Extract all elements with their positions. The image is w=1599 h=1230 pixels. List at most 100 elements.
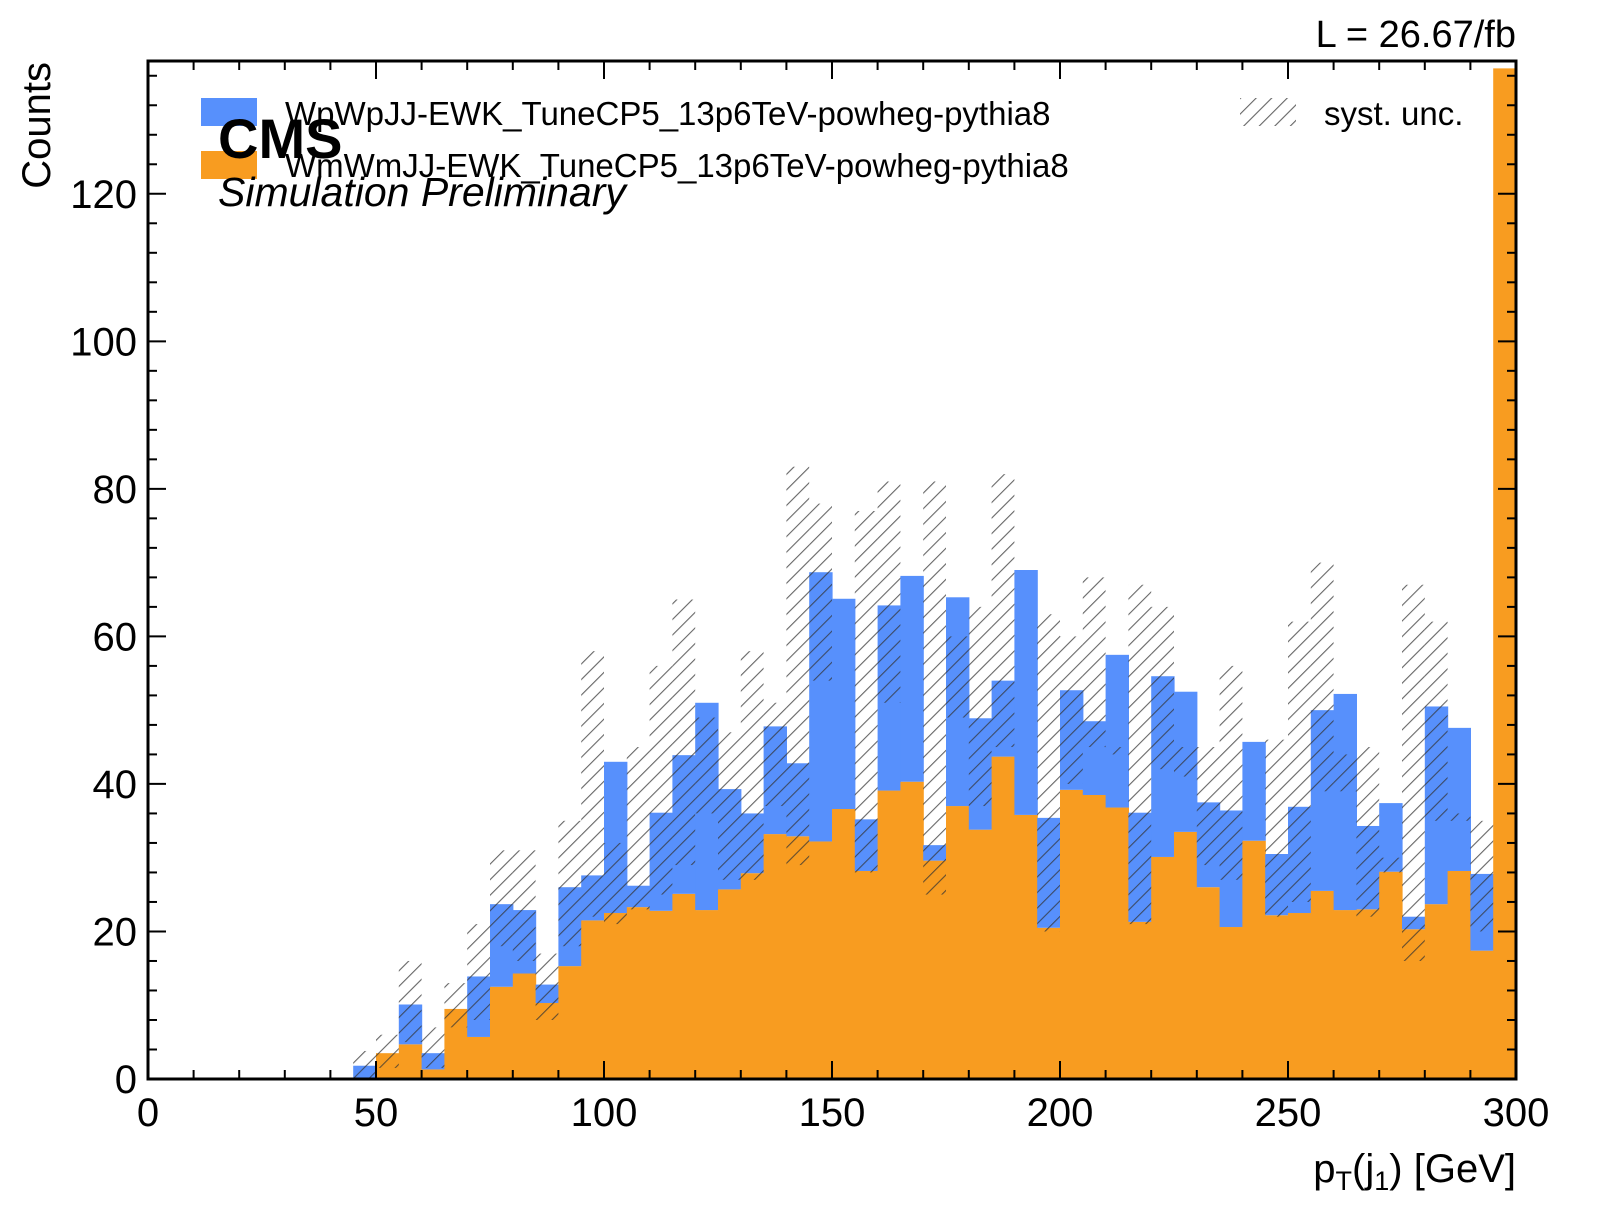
bar-wpwp <box>900 575 924 782</box>
x-axis-label-main: p <box>1313 1147 1335 1191</box>
bar-wmwm <box>1470 950 1494 1079</box>
y-tick-label: 20 <box>93 910 138 954</box>
x-tick-label: 200 <box>1027 1091 1094 1135</box>
uncertainty-band <box>1082 577 1106 748</box>
legend-label-wmwm: WmWmJJ-EWK_TuneCP5_13p6TeV-powheg-pythia… <box>285 147 1069 184</box>
y-tick-label: 100 <box>70 320 137 364</box>
x-axis-label-mid: (j <box>1352 1147 1374 1191</box>
bar-wmwm <box>467 1036 491 1079</box>
uncertainty-band <box>353 1050 376 1079</box>
uncertainty-band <box>1424 621 1448 821</box>
uncertainty-band <box>581 651 604 917</box>
y-tick-label: 60 <box>93 615 138 659</box>
uncertainty-band <box>786 466 810 866</box>
legend-label-unc: syst. unc. <box>1324 95 1463 132</box>
uncertainty-band <box>649 665 673 895</box>
y-tick-label: 120 <box>70 173 137 217</box>
uncertainty-band <box>1379 857 1402 873</box>
bar-wmwm <box>398 1044 423 1079</box>
bar-wpwp <box>1014 570 1038 815</box>
uncertainty-band <box>1128 584 1152 925</box>
bar-wmwm <box>854 870 879 1079</box>
legend-swatch-wpwp <box>201 98 257 126</box>
uncertainty-band <box>718 732 741 880</box>
bar-wmwm <box>626 907 651 1079</box>
axis-ticks <box>147 61 1517 1080</box>
uncertainty-band <box>1037 614 1060 932</box>
uncertainty-band <box>512 850 536 961</box>
bar-wmwm <box>968 829 993 1079</box>
legend-swatch-unc <box>1240 98 1296 126</box>
bar-wmwm <box>923 860 947 1079</box>
bar-wmwm <box>1105 807 1129 1079</box>
tick-labels: 0 50 100 150 200 250 300 0 20 40 60 80 100 120 <box>70 173 1549 1135</box>
bar-wmwm <box>1037 927 1061 1079</box>
uncertainty-band <box>1105 747 1129 755</box>
bar-wmwm <box>991 756 1015 1079</box>
uncertainty-band <box>1219 665 1243 880</box>
bar-wmwm <box>1196 887 1221 1079</box>
bar-wmwm <box>1424 904 1449 1079</box>
simulation-preliminary-label: Simulation Preliminary <box>218 169 628 215</box>
bar-wmwm <box>558 966 582 1079</box>
x-tick-label: 0 <box>137 1091 159 1135</box>
bar-wmwm <box>1288 913 1312 1079</box>
bar-wmwm <box>535 1003 559 1079</box>
uncertainty-band <box>1333 754 1357 792</box>
y-tick-label: 80 <box>93 468 138 512</box>
bar-wmwm <box>649 910 673 1079</box>
uncertainty-band <box>923 481 946 895</box>
uncertainty-band <box>968 606 992 807</box>
bar-wmwm <box>763 834 787 1079</box>
bar-wmwm <box>512 973 537 1079</box>
x-axis-label-sub2: 1 <box>1374 1166 1389 1196</box>
bar-wmwm <box>1379 871 1403 1079</box>
uncertainty-band <box>1060 636 1083 784</box>
uncertainty-band <box>763 702 787 807</box>
bar-wpwp <box>1105 654 1129 808</box>
bar-wmwm <box>490 986 514 1079</box>
x-axis-label: pT(j1) [GeV] <box>1313 1147 1516 1196</box>
uncertainty-band <box>740 651 764 880</box>
bar-wmwm <box>1333 910 1357 1079</box>
uncertainty-band <box>604 842 627 925</box>
bar-wmwm <box>1447 870 1471 1079</box>
y-tick-label: 0 <box>115 1058 137 1102</box>
bar-wmwm <box>1151 856 1175 1079</box>
bar-wpwp <box>1333 693 1357 911</box>
bar-wmwm <box>1493 68 1516 1079</box>
uncertainty-band <box>809 503 832 681</box>
bar-wmwm <box>786 836 810 1079</box>
uncertainty-band <box>854 510 878 873</box>
uncertainty-band <box>398 960 422 1043</box>
uncertainty-band <box>1356 747 1380 917</box>
bar-wpwp <box>1242 741 1266 841</box>
uncertainty-band <box>991 474 1015 748</box>
x-tick-label: 250 <box>1255 1091 1322 1135</box>
x-axis-label-sub1: T <box>1336 1166 1353 1196</box>
bar-wmwm <box>1402 929 1426 1079</box>
bar-wmwm <box>604 913 628 1079</box>
bar-wmwm <box>1174 831 1198 1079</box>
bar-wmwm <box>877 790 901 1079</box>
uncertainty-band <box>421 1027 445 1068</box>
bar-wmwm <box>695 910 719 1079</box>
plot-area <box>353 68 1516 1079</box>
uncertainty-band <box>1470 820 1494 932</box>
bar-wmwm <box>832 809 856 1079</box>
uncertainty-band <box>444 983 468 1028</box>
x-tick-label: 50 <box>354 1091 399 1135</box>
bar-wmwm <box>740 873 765 1079</box>
uncertainty-band <box>490 850 513 947</box>
y-axis-label: Counts <box>15 62 59 189</box>
bar-wmwm <box>1242 840 1266 1079</box>
bar-wmwm <box>1356 909 1380 1079</box>
cms-label: CMS <box>218 107 342 170</box>
legend: WpWpJJ-EWK_TuneCP5_13p6TeV-powheg-pythia… <box>201 95 1463 184</box>
x-tick-label: 150 <box>799 1091 866 1135</box>
bar-wmwm <box>900 781 924 1079</box>
bar-wmwm <box>809 841 833 1079</box>
bar-wmwm <box>1060 789 1084 1079</box>
uncertainty-layer <box>353 466 1494 1079</box>
uncertainty-band <box>1288 621 1311 902</box>
